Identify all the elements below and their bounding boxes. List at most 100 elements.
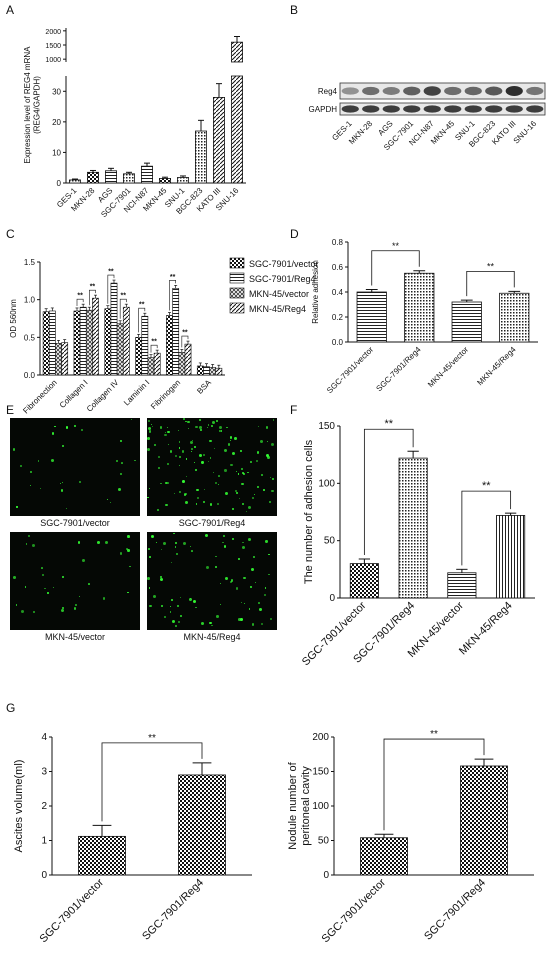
y-tick-label: 50 (324, 536, 336, 547)
fluorescent-cell (207, 424, 210, 426)
y-tick-label: 3 (41, 767, 47, 778)
fluorescent-cell (176, 604, 180, 608)
blot-band-gapdh-kato-iii (505, 105, 523, 113)
fluorescent-cell (272, 419, 275, 421)
fluorescent-cell (219, 604, 221, 606)
fluorescent-cell (150, 534, 154, 538)
fluorescent-cell (127, 591, 129, 594)
y-axis-label: The number of adhesion cells (303, 439, 315, 584)
y-tick-label: 0 (329, 593, 335, 604)
y-axis-label: Nodule number ofperitoneal cavity (287, 761, 312, 849)
fluorescent-cell (264, 593, 266, 596)
significance-label: ** (148, 733, 156, 744)
fluorescent-cell (241, 545, 245, 549)
significance-bracket (101, 742, 203, 822)
fluorescent-cell (214, 566, 217, 569)
fluorescent-cell (148, 430, 152, 433)
fluorescent-cell (169, 611, 172, 613)
fluorescent-cell (212, 471, 215, 473)
blot-band-gapdh-mkn-45 (444, 105, 462, 113)
significance-label: ** (77, 293, 83, 300)
fluorescent-cell (29, 470, 33, 474)
fluorescent-cell (13, 448, 16, 451)
fluorescent-cell (251, 497, 254, 500)
fluorescent-cell (265, 540, 268, 543)
fluorescent-cell (200, 429, 203, 432)
fluorescent-cell (231, 451, 235, 455)
fluorescent-cell (265, 426, 268, 429)
y-tick-label: 50 (318, 836, 330, 847)
significance-bracket (181, 335, 189, 348)
fluorescent-cell (243, 576, 246, 580)
significance-label: ** (182, 330, 188, 337)
fluorescent-cell (178, 491, 181, 494)
fluorescent-cell (178, 447, 181, 450)
fluorescent-cell (160, 549, 162, 551)
y-tick-label: 1.5 (24, 258, 36, 267)
legend-swatch-sgc-7901-vector (229, 257, 245, 269)
bar-mkn-28 (87, 171, 99, 184)
fluorescent-cell (157, 455, 161, 459)
fluorescent-cell (147, 497, 149, 499)
fluorescent-cell (183, 542, 187, 546)
fluorescent-cell (32, 543, 36, 547)
y-tick-label: 0.5 (24, 333, 36, 342)
fluorescent-cell (250, 567, 254, 571)
fluorescent-cell (209, 439, 212, 443)
fluorescent-cell (270, 442, 274, 446)
fluorescent-cell (196, 497, 200, 500)
blot-row-label-reg4: Reg4 (318, 87, 338, 96)
fluorescent-cell (186, 458, 188, 460)
fluorescent-cell (109, 502, 112, 504)
bar-sgc-7901-vector (78, 835, 126, 876)
fluorescent-cell (238, 473, 240, 475)
significance-bracket (107, 274, 115, 304)
blot-band-gapdh-nci-n87 (423, 105, 441, 113)
fluorescent-cell (195, 503, 198, 505)
fluorescent-cell (220, 582, 222, 584)
significance-label: ** (139, 302, 145, 309)
fluorescent-cell (247, 505, 251, 509)
significance-bracket (76, 298, 84, 306)
significance-bracket (89, 289, 96, 306)
fluorescent-cell (251, 623, 255, 626)
fluorescent-cell (177, 620, 181, 624)
significance-label: ** (108, 269, 114, 276)
blot-band-reg4-sgc-7901 (403, 86, 421, 96)
fluorescent-cell (171, 598, 174, 602)
fluorescent-cell (175, 454, 177, 457)
fluorescent-cell (235, 490, 238, 492)
y-tick-label: 30 (52, 87, 61, 96)
fluorescent-cell (127, 549, 130, 552)
bar-fibronection-mkn-45-vector (55, 343, 62, 376)
bar-collagen-i-sgc-7901-vector (73, 310, 81, 376)
y-tick-label: 20 (52, 118, 61, 127)
fluorescent-cell (160, 604, 164, 608)
fluorescent-cell (167, 430, 170, 434)
fluorescent-cell (171, 619, 175, 623)
y-tick-label: 4 (41, 732, 47, 743)
fluorescent-cell (88, 583, 90, 585)
bar-mkn-45-reg4 (499, 292, 530, 343)
fluorescent-cell (191, 550, 193, 552)
fluorescent-cell (191, 450, 193, 452)
bar-nci-n87 (141, 165, 153, 184)
fluorescent-cell (253, 494, 255, 496)
micrograph-label-mkn45-vector: MKN-45/vector (44, 632, 106, 642)
chart-g-ascites-volume: 0 1 2 3 4 SGC-7901/vector SGC-7901/Reg4 Ascites… (13, 732, 252, 945)
fluorescent-cell (249, 461, 252, 463)
fluorescent-cell (51, 432, 54, 435)
fluorescent-cell (118, 488, 122, 492)
fluorescent-cell (202, 500, 205, 503)
fluorescent-cell (105, 541, 109, 545)
fluorescent-cell (268, 554, 270, 556)
bar-laminin-i-mkn-45-reg4 (153, 352, 161, 376)
chart-d-relative-adhesion: 0.0 0.2 0.4 0.6 0.8 SGC-7901/vector SGC-7901/R… (311, 238, 538, 395)
significance-label: ** (151, 339, 157, 346)
fluorescent-cell (152, 594, 156, 598)
bar-collagen-iv-mkn-45-reg4 (122, 306, 130, 376)
fluorescent-cell (248, 608, 251, 610)
y-axis-label: OD 560nm (9, 299, 18, 338)
bar-fibronection-mkn-45-reg4 (61, 342, 69, 376)
fluorescent-cell (175, 541, 178, 544)
